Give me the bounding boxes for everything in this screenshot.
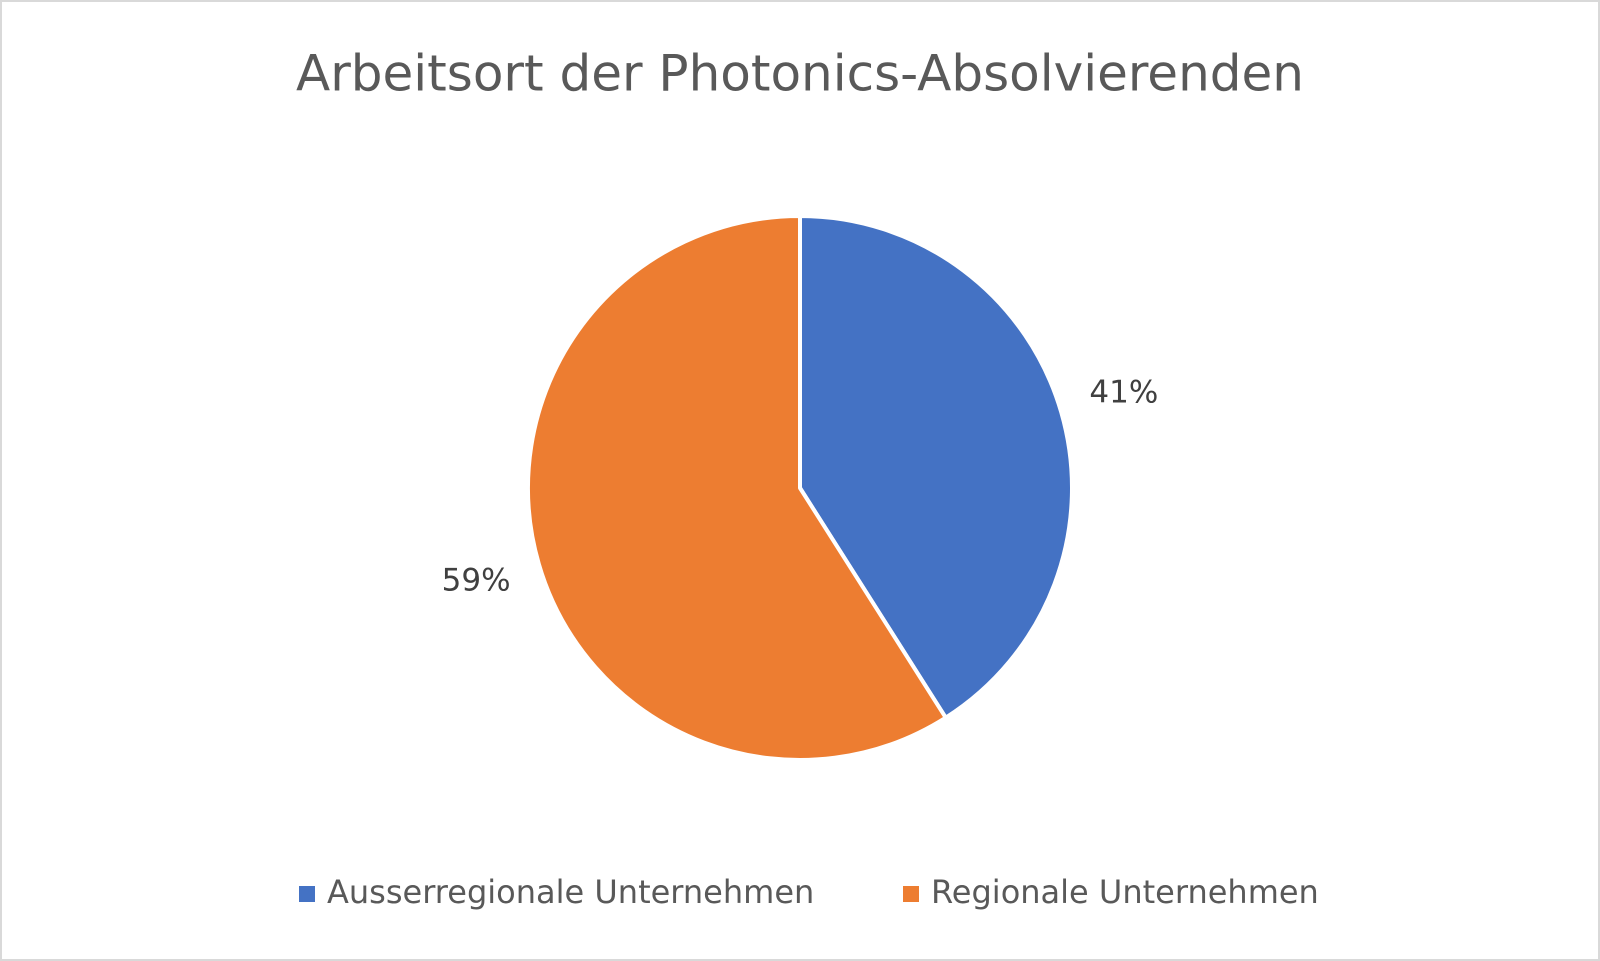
legend-label: Regionale Unternehmen (931, 873, 1319, 911)
pie-slice (526, 214, 948, 762)
legend-swatch (299, 886, 315, 902)
legend-label: Ausserregionale Unternehmen (327, 873, 814, 911)
data-label: 41% (1089, 374, 1158, 410)
data-label: 59% (442, 563, 511, 599)
chart-title: Arbeitsort der Photonics-Absolvierenden (296, 45, 1304, 103)
legend-swatch (903, 886, 919, 902)
